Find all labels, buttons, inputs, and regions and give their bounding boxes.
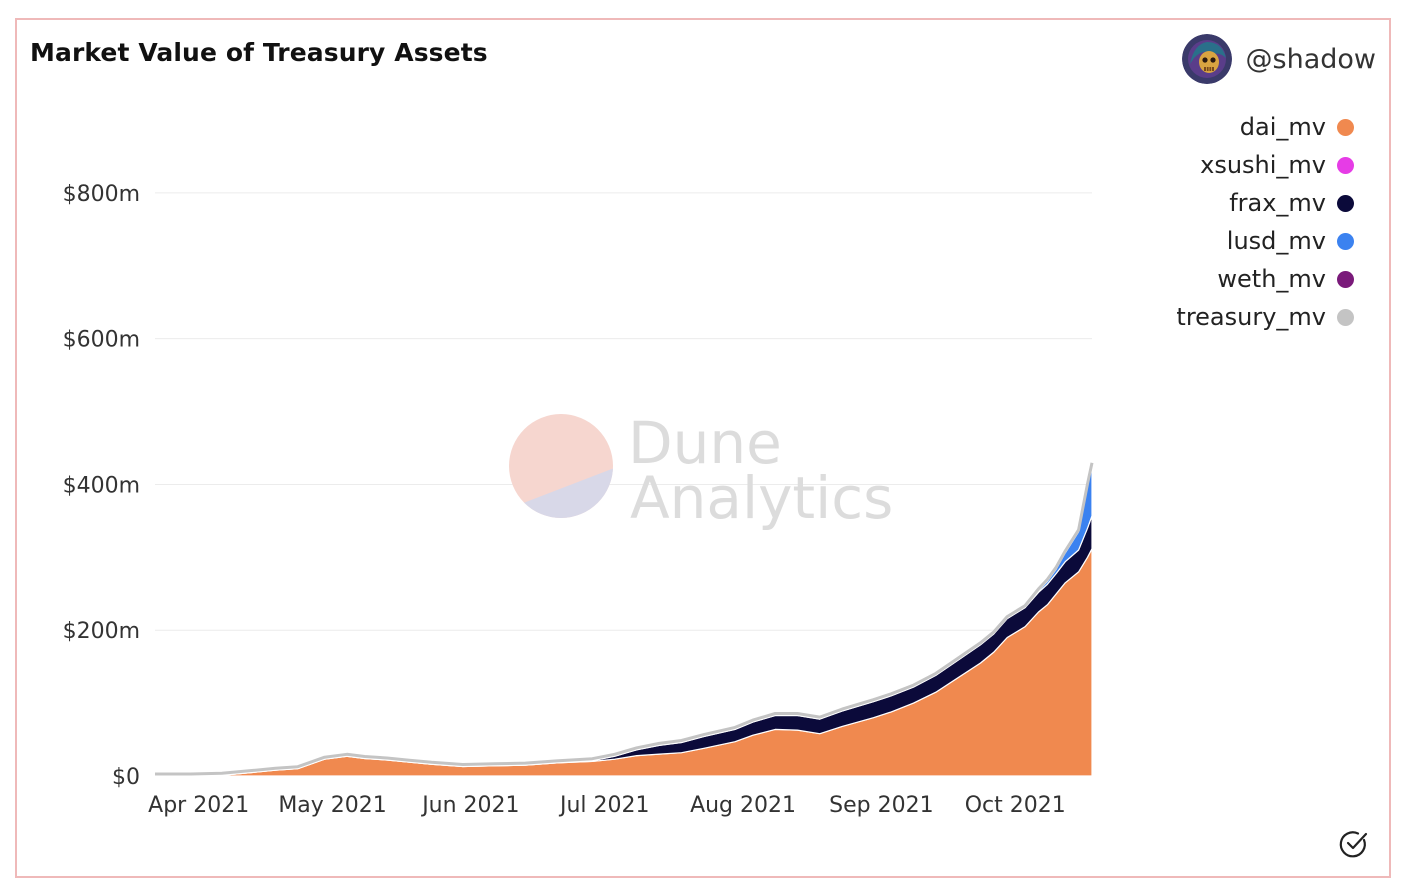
x-tick-label: Jun 2021 bbox=[420, 793, 519, 818]
chart-title: Market Value of Treasury Assets bbox=[30, 38, 488, 67]
username[interactable]: @shadow bbox=[1245, 43, 1376, 75]
legend-dot bbox=[1337, 118, 1354, 136]
legend-item-lusd[interactable]: lusd_mv bbox=[1176, 222, 1354, 260]
legend-label: lusd_mv bbox=[1226, 227, 1326, 255]
y-tick-label: $600m bbox=[63, 328, 140, 353]
legend-item-treasury[interactable]: treasury_mv bbox=[1176, 298, 1354, 336]
user-badge[interactable]: @shadow bbox=[1181, 34, 1376, 84]
x-tick-label: Jul 2021 bbox=[558, 793, 650, 818]
legend-dot bbox=[1337, 194, 1354, 212]
y-tick-label: $200m bbox=[63, 619, 140, 644]
y-tick-label: $400m bbox=[63, 473, 140, 498]
line-treasury bbox=[155, 462, 1094, 776]
dune-logo-icon bbox=[509, 414, 613, 518]
legend-dot bbox=[1337, 308, 1354, 326]
x-tick-label: Oct 2021 bbox=[965, 793, 1066, 818]
check-icon[interactable] bbox=[1338, 828, 1370, 864]
x-tick-label: May 2021 bbox=[278, 793, 386, 818]
legend-dot bbox=[1337, 156, 1354, 174]
legend-item-dai[interactable]: dai_mv bbox=[1176, 108, 1354, 146]
y-tick-label: $800m bbox=[63, 182, 140, 207]
legend-item-weth[interactable]: weth_mv bbox=[1176, 260, 1354, 298]
legend-label: dai_mv bbox=[1239, 113, 1326, 141]
legend-label: weth_mv bbox=[1217, 265, 1326, 293]
legend-item-frax[interactable]: frax_mv bbox=[1176, 184, 1354, 222]
legend-dot bbox=[1337, 232, 1354, 250]
y-tick-label: $0 bbox=[112, 765, 140, 790]
watermark: Dune Analytics bbox=[509, 409, 893, 532]
legend-label: treasury_mv bbox=[1176, 303, 1326, 331]
area-lusd bbox=[154, 464, 1093, 777]
legend-label: frax_mv bbox=[1229, 189, 1326, 217]
legend-dot bbox=[1337, 270, 1354, 288]
x-tick-label: Apr 2021 bbox=[148, 793, 249, 818]
chart-legend: dai_mv xsushi_mv frax_mv lusd_mv weth_mv… bbox=[1176, 108, 1354, 336]
legend-item-xsushi[interactable]: xsushi_mv bbox=[1176, 146, 1354, 184]
x-tick-label: Aug 2021 bbox=[690, 793, 796, 818]
x-tick-label: Sep 2021 bbox=[829, 793, 933, 818]
watermark-line2: Analytics bbox=[630, 464, 893, 532]
skull-avatar-icon[interactable] bbox=[1181, 34, 1232, 84]
legend-label: xsushi_mv bbox=[1200, 151, 1326, 179]
watermark-line1: Dune bbox=[628, 409, 782, 477]
